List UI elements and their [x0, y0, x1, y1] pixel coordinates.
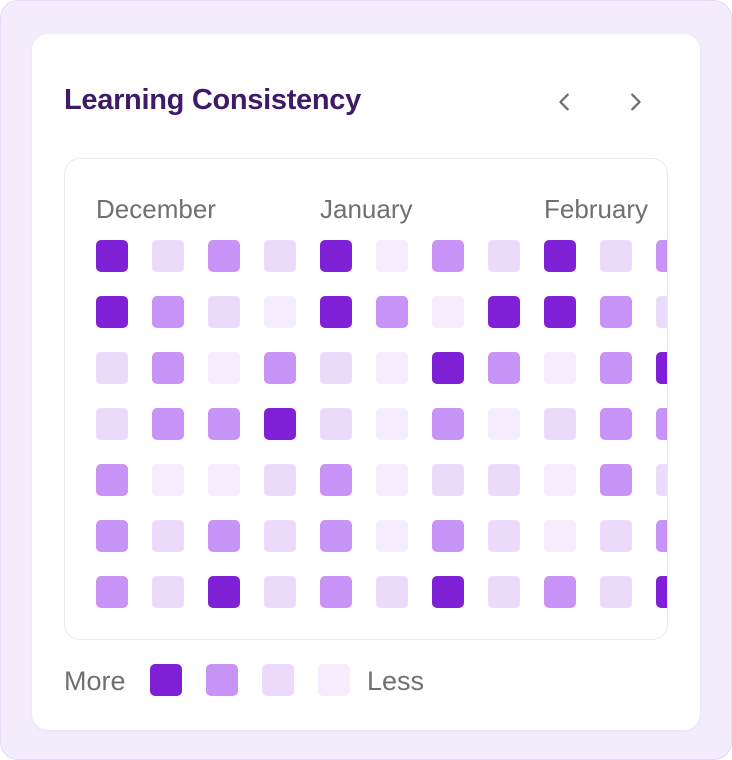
heatmap-cell[interactable] [544, 520, 576, 552]
heatmap-cell[interactable] [544, 576, 576, 608]
heatmap-cell[interactable] [544, 296, 576, 328]
heatmap-cell[interactable] [152, 576, 184, 608]
heatmap-cell[interactable] [208, 520, 240, 552]
heatmap-cell[interactable] [264, 296, 296, 328]
heatmap-cell[interactable] [320, 240, 352, 272]
next-button[interactable] [617, 84, 653, 120]
heatmap-cell[interactable] [320, 352, 352, 384]
heatmap-cell[interactable] [656, 576, 667, 608]
heatmap-cell[interactable] [96, 576, 128, 608]
heatmap-cell[interactable] [488, 352, 520, 384]
heatmap-cell[interactable] [152, 240, 184, 272]
heatmap-cell[interactable] [376, 352, 408, 384]
previous-button[interactable] [547, 84, 583, 120]
heatmap-cell[interactable] [376, 520, 408, 552]
heatmap-cell[interactable] [208, 408, 240, 440]
heatmap-cell[interactable] [320, 464, 352, 496]
heatmap-cell[interactable] [600, 352, 632, 384]
heatmap-legend: More Less [64, 664, 464, 698]
heatmap-cell[interactable] [488, 240, 520, 272]
heatmap-cell[interactable] [96, 408, 128, 440]
heatmap-cell[interactable] [600, 576, 632, 608]
heatmap-cell[interactable] [96, 520, 128, 552]
heatmap-cell[interactable] [96, 240, 128, 272]
heatmap-cell[interactable] [432, 464, 464, 496]
heatmap-cell[interactable] [152, 464, 184, 496]
chevron-left-icon [559, 93, 569, 111]
heatmap-cell[interactable] [432, 576, 464, 608]
heatmap-cell[interactable] [320, 296, 352, 328]
heatmap-cell[interactable] [320, 520, 352, 552]
heatmap-cell[interactable] [208, 464, 240, 496]
heatmap-cell[interactable] [320, 408, 352, 440]
legend-swatch-level-2 [206, 664, 238, 696]
heatmap-cell[interactable] [96, 296, 128, 328]
heatmap-cell[interactable] [152, 352, 184, 384]
heatmap-cell[interactable] [488, 520, 520, 552]
heatmap-cell[interactable] [600, 296, 632, 328]
heatmap-cell[interactable] [488, 576, 520, 608]
heatmap-cell[interactable] [320, 576, 352, 608]
heatmap-cell[interactable] [152, 408, 184, 440]
month-label-february: February [544, 194, 649, 224]
legend-less-label: Less [367, 666, 425, 696]
heatmap-cell[interactable] [208, 576, 240, 608]
heatmap-cell[interactable] [544, 352, 576, 384]
heatmap-cell[interactable] [656, 520, 667, 552]
heatmap-cell[interactable] [264, 352, 296, 384]
heatmap-cell[interactable] [264, 240, 296, 272]
heatmap-cell[interactable] [376, 408, 408, 440]
legend-swatch-level-0 [318, 664, 350, 696]
heatmap-cell[interactable] [432, 408, 464, 440]
heatmap-cell[interactable] [264, 408, 296, 440]
heatmap-cell[interactable] [208, 296, 240, 328]
heatmap-cell[interactable] [600, 240, 632, 272]
heatmap-cell[interactable] [376, 464, 408, 496]
heatmap-cell[interactable] [264, 520, 296, 552]
heatmap-cell[interactable] [656, 408, 667, 440]
heatmap-cell[interactable] [152, 296, 184, 328]
heatmap-cell[interactable] [544, 240, 576, 272]
heatmap-cell[interactable] [432, 296, 464, 328]
heatmap-cell[interactable] [96, 352, 128, 384]
month-label-december: December [96, 194, 216, 224]
heatmap-cell[interactable] [544, 408, 576, 440]
heatmap-cell[interactable] [376, 296, 408, 328]
heatmap-cell[interactable] [488, 408, 520, 440]
heatmap-grid: December January February [64, 158, 668, 640]
heatmap-cell[interactable] [432, 352, 464, 384]
heatmap-cell[interactable] [656, 296, 667, 328]
legend-swatch-level-1 [262, 664, 294, 696]
heatmap-cell[interactable] [656, 352, 667, 384]
heatmap-cell[interactable] [96, 464, 128, 496]
legend-swatch-level-3 [150, 664, 182, 696]
heatmap-cell[interactable] [208, 240, 240, 272]
heatmap-cell[interactable] [208, 352, 240, 384]
heatmap-cell[interactable] [152, 520, 184, 552]
heatmap-cell[interactable] [264, 464, 296, 496]
chevron-right-icon [631, 93, 641, 111]
heatmap-cell[interactable] [488, 464, 520, 496]
heatmap-cell[interactable] [432, 520, 464, 552]
card-title: Learning Consistency [64, 84, 361, 116]
month-label-january: January [320, 194, 413, 224]
heatmap-cell[interactable] [600, 464, 632, 496]
heatmap-cell[interactable] [600, 408, 632, 440]
heatmap-cell[interactable] [544, 464, 576, 496]
heatmap-cell[interactable] [376, 240, 408, 272]
heatmap-cell[interactable] [656, 464, 667, 496]
legend-more-label: More [64, 666, 126, 696]
heatmap-cell[interactable] [656, 240, 667, 272]
heatmap-cell[interactable] [600, 520, 632, 552]
heatmap-cell[interactable] [432, 240, 464, 272]
heatmap-cell[interactable] [264, 576, 296, 608]
heatmap-cell[interactable] [376, 576, 408, 608]
heatmap-cell[interactable] [488, 296, 520, 328]
